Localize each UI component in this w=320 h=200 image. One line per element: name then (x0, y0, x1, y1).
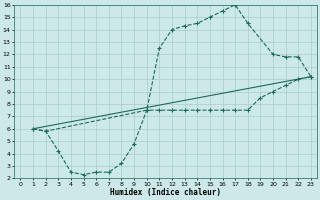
X-axis label: Humidex (Indice chaleur): Humidex (Indice chaleur) (110, 188, 221, 197)
